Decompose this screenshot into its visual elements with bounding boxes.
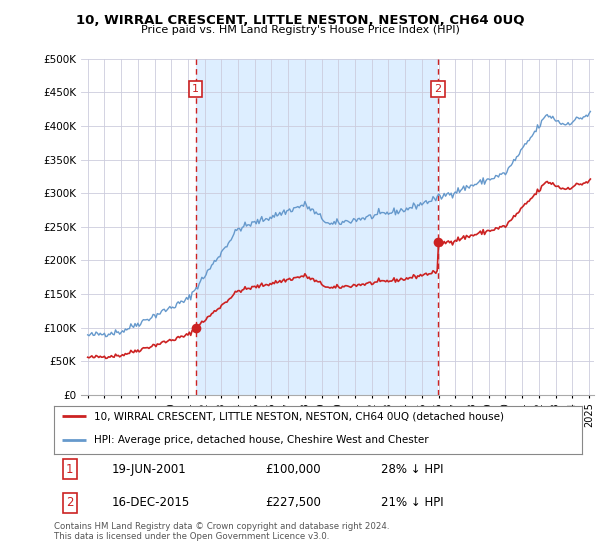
Text: 10, WIRRAL CRESCENT, LITTLE NESTON, NESTON, CH64 0UQ (detached house): 10, WIRRAL CRESCENT, LITTLE NESTON, NEST… [94,412,503,422]
Text: 16-DEC-2015: 16-DEC-2015 [112,496,190,509]
Text: £100,000: £100,000 [265,463,321,476]
Text: HPI: Average price, detached house, Cheshire West and Chester: HPI: Average price, detached house, Ches… [94,435,428,445]
Text: Price paid vs. HM Land Registry's House Price Index (HPI): Price paid vs. HM Land Registry's House … [140,25,460,35]
Text: 1: 1 [66,463,74,476]
Text: Contains HM Land Registry data © Crown copyright and database right 2024.
This d: Contains HM Land Registry data © Crown c… [54,522,389,542]
Text: 21% ↓ HPI: 21% ↓ HPI [382,496,444,509]
Text: 28% ↓ HPI: 28% ↓ HPI [382,463,444,476]
Text: 1: 1 [192,84,199,94]
Text: 2: 2 [434,84,442,94]
Text: 10, WIRRAL CRESCENT, LITTLE NESTON, NESTON, CH64 0UQ: 10, WIRRAL CRESCENT, LITTLE NESTON, NEST… [76,14,524,27]
Text: 2: 2 [66,496,74,509]
Text: £227,500: £227,500 [265,496,321,509]
Text: 19-JUN-2001: 19-JUN-2001 [112,463,187,476]
Bar [196,59,438,395]
